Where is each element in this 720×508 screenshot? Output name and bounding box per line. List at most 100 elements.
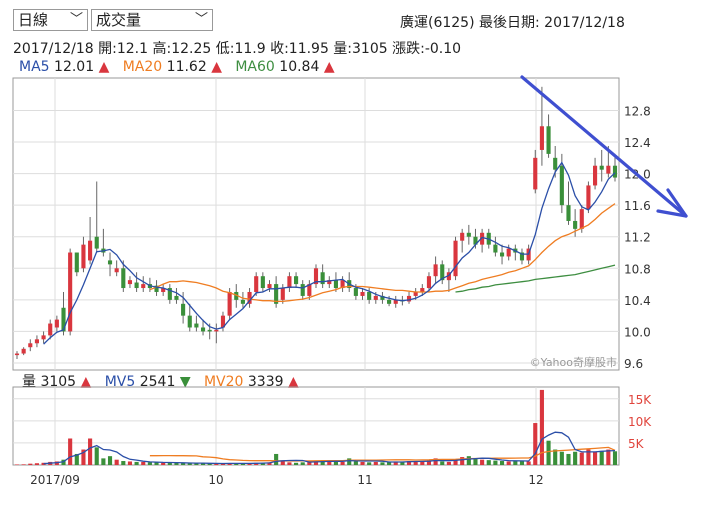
mv20-line (149, 446, 616, 462)
candle-body (553, 157, 558, 170)
candle-body (353, 288, 358, 296)
volume-bar (240, 463, 245, 465)
ma60-label: MA60 (235, 59, 275, 75)
candle-body (606, 165, 611, 174)
ma60-value: 10.84 (279, 59, 320, 75)
candle-body (579, 209, 584, 229)
volume-bar (553, 449, 558, 465)
period-select-value: 日線 (18, 11, 49, 29)
candle-body (300, 284, 305, 296)
volume-bar (506, 461, 511, 465)
volume-bar (260, 462, 265, 465)
volume-bar (161, 462, 166, 465)
candle-body (74, 252, 79, 273)
ma60-legend: MA60 10.84 ▲ (235, 59, 334, 75)
candle-body (446, 272, 451, 281)
candle-body (267, 284, 272, 289)
volume-bar (187, 463, 192, 465)
candle-body (240, 299, 245, 304)
mv20-trend-icon: ▲ (287, 374, 299, 390)
candle-body (54, 319, 59, 328)
volume-bar (294, 462, 299, 465)
volume-bar (606, 449, 611, 465)
candle-body (453, 240, 458, 277)
candle-body (559, 165, 564, 206)
candle-body (167, 288, 172, 300)
candle-body (320, 272, 325, 285)
price-tick-label: 11.2 (624, 231, 651, 245)
volume-bar (499, 461, 505, 465)
volume-bar (333, 461, 338, 465)
stock-header: 廣運(6125) 最後日期: 2017/12/18 (400, 15, 625, 31)
candle-body (21, 348, 26, 354)
candle-body (220, 315, 226, 328)
candle-body (121, 268, 126, 289)
candle-body (499, 252, 505, 257)
candle-body (420, 288, 425, 292)
price-tick-label: 10.8 (624, 262, 651, 276)
volume-bar (453, 459, 458, 465)
volume-bar (274, 453, 279, 465)
ma20-legend: MA20 11.62 ▲ (123, 59, 222, 75)
candle-body (506, 248, 511, 257)
candle-body (426, 276, 432, 289)
volume-bar (493, 460, 498, 465)
volume-bar (313, 460, 319, 465)
price-tick-label: 11.6 (624, 199, 651, 213)
volume-bar (107, 456, 113, 465)
candle-body (94, 236, 99, 249)
volume-bar (234, 463, 239, 465)
ma60-trend-icon: ▲ (323, 59, 335, 75)
volume-bar (127, 461, 133, 465)
volume-bar (466, 456, 471, 465)
vol-legend-item: 量 3105 ▲ (22, 374, 91, 390)
candle-body (393, 299, 398, 304)
mv5-legend: MV5 2541 ▼ (105, 374, 191, 390)
ma20-label: MA20 (122, 59, 163, 75)
mv20-value: 3339 (247, 374, 284, 390)
volume-bar (320, 461, 325, 465)
candle-body (14, 353, 20, 356)
x-tick-label: 11 (357, 473, 372, 487)
candle-body (154, 285, 159, 292)
candle-body (280, 288, 285, 300)
volume-bar (94, 447, 99, 465)
volume-bar (194, 463, 199, 465)
candle-body (114, 268, 119, 273)
candle-body (274, 284, 279, 304)
volume-bar (400, 461, 405, 465)
volume-bar (134, 461, 139, 465)
vol-label: 量 (22, 374, 36, 390)
volume-bar (207, 463, 212, 465)
candle-body (539, 126, 544, 150)
indicator-select[interactable]: 成交量 ﹀ (91, 9, 213, 31)
volume-bar (586, 449, 591, 465)
volume-bar (559, 451, 564, 465)
price-tick-label: 9.6 (624, 357, 643, 371)
volume-bar (327, 461, 332, 465)
candle-body (81, 244, 86, 269)
candle-body (493, 244, 498, 253)
candle-body (294, 276, 299, 285)
volume-tick-label: 15K (628, 393, 652, 407)
candle-body (254, 276, 259, 292)
price-tick-label: 12.4 (624, 136, 651, 150)
candle-body (187, 315, 192, 328)
volume-bar (373, 461, 378, 465)
period-select[interactable]: 日線 ﹀ (13, 9, 88, 31)
candle-body (28, 343, 33, 348)
volume-bar (573, 451, 578, 465)
candle-body (127, 280, 133, 285)
volume-bar (121, 461, 126, 465)
candle-body (327, 280, 332, 285)
candle-body (333, 280, 338, 289)
volume-bar (353, 461, 358, 465)
candle-body (340, 280, 345, 289)
candle-body (367, 291, 372, 300)
candle-body (593, 165, 598, 186)
candle-body (440, 264, 445, 281)
volume-bar (566, 453, 571, 465)
x-tick-label: 12 (528, 473, 543, 487)
price-tick-label: 10.0 (624, 325, 651, 339)
